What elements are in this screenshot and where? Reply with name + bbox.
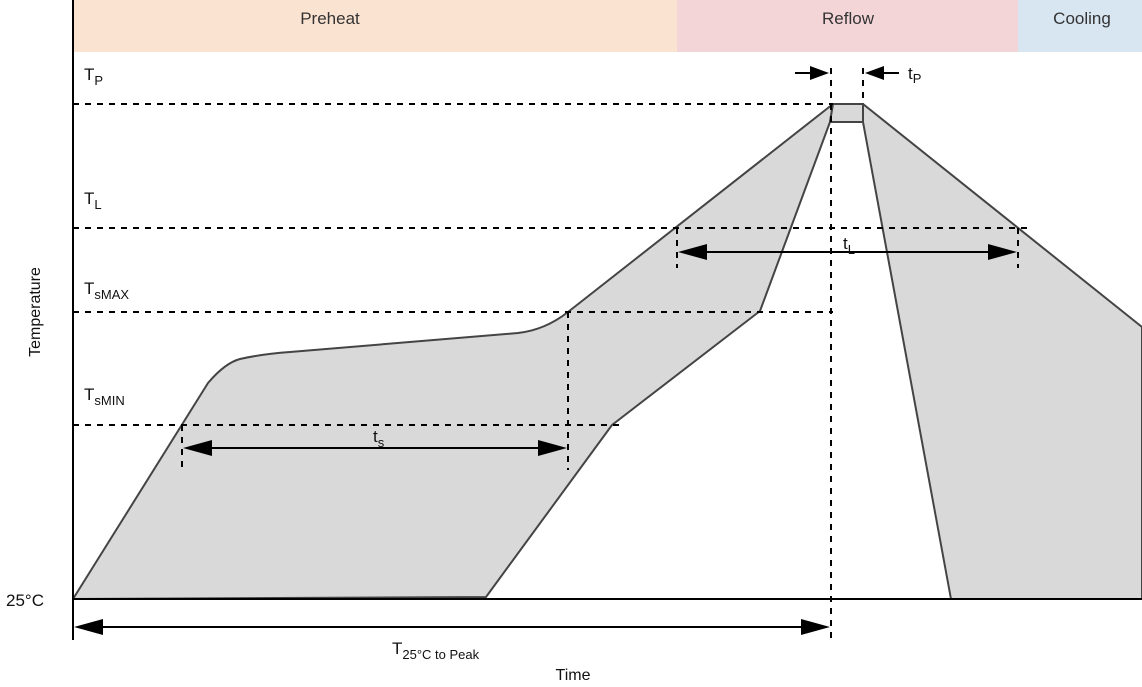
ts-arrow-left-head — [183, 440, 212, 456]
ts-duration-label: ts — [373, 427, 385, 450]
tl-duration-label: tL — [843, 234, 855, 257]
tsmax-level-label: TsMAX — [84, 279, 129, 302]
profile-peak-cap — [828, 103, 864, 123]
x-axis-title: Time — [556, 667, 591, 684]
total-arrow-left-head — [74, 619, 103, 635]
profile-envelope-left — [72, 103, 834, 600]
preheat-zone-band — [73, 0, 677, 52]
tl-arrow-left-head — [678, 244, 707, 260]
tl-arrow-right-head — [988, 244, 1017, 260]
base-temperature-label: 25°C — [6, 591, 44, 610]
tp-arrow-left-head — [810, 66, 829, 80]
tp-duration-label: tP — [908, 64, 921, 86]
cooling-zone-band — [1018, 0, 1142, 52]
cooling-zone-label: Cooling — [1053, 9, 1111, 28]
total-duration-label: T25°C to Peak — [392, 639, 480, 662]
tsmin-level-label: TsMIN — [84, 385, 125, 408]
y-axis-title: Temperature — [27, 267, 44, 357]
total-arrow-right-head — [801, 619, 830, 635]
reflow-zone-label: Reflow — [822, 9, 875, 28]
reflow-zone-band — [677, 0, 1018, 52]
tp-level-label: TP — [84, 65, 103, 88]
profile-envelope-cooling — [862, 103, 1142, 600]
ts-arrow-right-head — [538, 440, 567, 456]
tl-level-label: TL — [84, 189, 102, 212]
preheat-zone-label: Preheat — [300, 9, 360, 28]
level-lines — [73, 68, 1030, 640]
tp-arrow-right-head — [865, 66, 884, 80]
